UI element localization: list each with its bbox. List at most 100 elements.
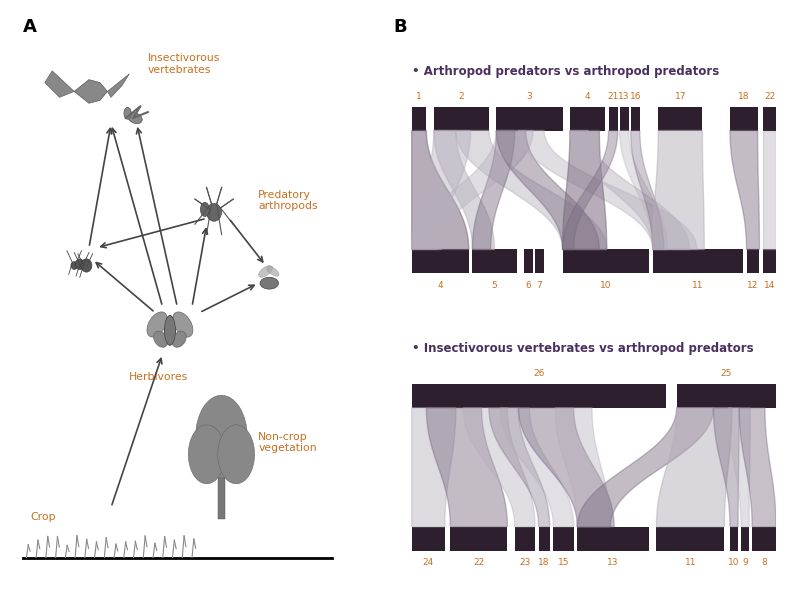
Text: 18: 18 [538,559,550,568]
Ellipse shape [154,331,168,348]
Bar [445,527,450,550]
Text: 13: 13 [607,559,619,568]
Bar [426,107,434,130]
Text: 22: 22 [764,92,775,101]
Text: 25: 25 [721,369,732,378]
Polygon shape [620,130,667,250]
Circle shape [196,395,247,478]
Bar [218,448,225,519]
Ellipse shape [258,266,273,277]
Bar [605,107,609,130]
Polygon shape [570,130,690,250]
Text: 2: 2 [458,92,464,101]
Text: 12: 12 [747,281,758,290]
Text: Predatory
arthropods: Predatory arthropods [258,190,318,211]
Polygon shape [518,408,614,527]
Bar [469,250,472,273]
Polygon shape [763,130,776,250]
Text: 1: 1 [416,92,422,101]
Text: 9: 9 [742,559,748,568]
Bar [544,250,562,273]
Bar [649,250,653,273]
Polygon shape [656,408,732,527]
Text: 26: 26 [533,369,544,378]
Text: 13: 13 [618,92,630,101]
Text: A: A [22,18,37,36]
Bar [738,527,741,550]
Text: 11: 11 [685,559,696,568]
Text: 21: 21 [607,92,619,101]
Polygon shape [730,130,759,250]
Bar [749,527,752,550]
Bar [550,527,554,550]
Bar [533,250,535,273]
Ellipse shape [173,312,193,337]
Polygon shape [500,408,574,527]
Text: 23: 23 [519,559,530,568]
Polygon shape [630,130,664,250]
Bar [489,107,496,130]
Text: 5: 5 [492,281,498,290]
Bar [412,250,776,273]
Text: 6: 6 [526,281,531,290]
Bar [759,250,763,273]
Polygon shape [107,74,130,97]
Ellipse shape [172,331,186,348]
Circle shape [188,425,225,484]
Text: Non-crop
vegetation: Non-crop vegetation [258,432,317,453]
Bar [758,107,763,130]
Text: • Arthropod predators vs arthropod predators: • Arthropod predators vs arthropod preda… [412,64,719,77]
Bar [618,107,619,130]
Bar [629,107,630,130]
Polygon shape [45,71,74,97]
Bar [412,107,776,130]
Text: 11: 11 [692,281,703,290]
Circle shape [124,107,131,119]
Text: 4: 4 [585,92,590,101]
Polygon shape [463,408,535,527]
Circle shape [218,425,254,484]
Text: • Insectivorous vertebrates vs arthropod predators: • Insectivorous vertebrates vs arthropod… [412,342,754,355]
Polygon shape [518,130,697,250]
Bar [412,384,776,408]
Text: 14: 14 [764,281,775,290]
Text: Herbivores: Herbivores [130,372,189,382]
Polygon shape [739,408,776,527]
Polygon shape [578,408,714,527]
Ellipse shape [128,112,142,124]
Ellipse shape [75,259,84,270]
Bar [412,527,776,550]
Bar [507,527,514,550]
Polygon shape [496,130,599,250]
Polygon shape [434,130,494,250]
Polygon shape [653,130,704,250]
Text: B: B [393,18,406,36]
Text: 15: 15 [558,559,570,568]
Ellipse shape [260,277,278,289]
Polygon shape [412,408,456,527]
Text: 10: 10 [728,559,740,568]
Ellipse shape [165,316,175,345]
Text: Insectivorous
vertebrates: Insectivorous vertebrates [148,53,220,75]
Ellipse shape [147,312,167,337]
Bar [702,107,730,130]
Polygon shape [412,130,470,250]
Text: 7: 7 [537,281,542,290]
Bar [649,527,656,550]
Text: 18: 18 [738,92,750,101]
Polygon shape [489,408,550,527]
Polygon shape [456,130,606,250]
Polygon shape [555,408,610,527]
Polygon shape [412,130,533,250]
Polygon shape [728,408,750,527]
Bar [535,527,538,550]
Text: Crop: Crop [30,512,56,522]
Polygon shape [562,130,606,250]
Circle shape [201,202,210,217]
Bar [574,527,578,550]
Text: 8: 8 [761,559,767,568]
Text: 17: 17 [674,92,686,101]
Ellipse shape [71,261,78,270]
Text: 16: 16 [630,92,641,101]
Bar [640,107,658,130]
